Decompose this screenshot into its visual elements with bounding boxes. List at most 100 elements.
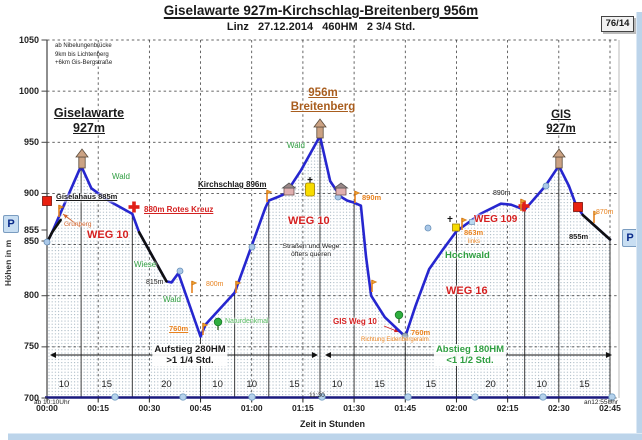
end-time-note: an12:55Uhr [584, 399, 618, 406]
chart-annotation: Richtung Eidenbergeralm [361, 337, 429, 343]
y-axis-label: 700 [23, 392, 39, 403]
chart-annotation: 956m Breitenberg [290, 87, 356, 113]
segment-minutes: 20 [485, 379, 496, 390]
chart-annotation: GIS Weg 10 [333, 317, 377, 326]
time-dot [539, 393, 547, 401]
x-axis-label: 01:45 [394, 403, 417, 413]
page-subtitle: Linz 27.12.2014 460HM 2 3/4 Std. [226, 21, 416, 33]
route-dot [401, 332, 409, 340]
arrowhead-icon [606, 352, 612, 358]
segment-minutes: 10 [58, 379, 70, 390]
x-axis-label: 02:15 [496, 403, 519, 413]
start-time-note: ab 10:10Uhr [34, 399, 70, 406]
red-cross-icon [128, 201, 140, 213]
flag-post-icon [461, 217, 468, 230]
chart-annotation: GIS 927m [546, 109, 576, 135]
chart-annotation: 890m [493, 190, 511, 197]
flag-post-icon [58, 204, 65, 217]
window-bottom-border [8, 433, 642, 440]
chart-annotation: links [468, 239, 481, 245]
chart-annotation: 800m [206, 281, 224, 288]
segment-minutes: 10 [331, 379, 343, 390]
x-axis-label: 00:15 [87, 403, 110, 413]
flag-post-icon [593, 210, 600, 223]
segment-minutes: 10 [246, 379, 257, 390]
y-axis-label: 850 [23, 235, 39, 246]
x-axis-label: 01:15 [292, 403, 314, 413]
x-axis-label: 00:00 [36, 403, 58, 413]
y-axis-label: 800 [23, 290, 39, 301]
chart-annotation: 760m [411, 328, 431, 337]
segment-minutes: 15 [374, 379, 385, 390]
time-dot [318, 393, 326, 401]
route-dot [248, 243, 256, 251]
chart-annotation: Giselawarte 927m [53, 106, 125, 135]
flag-post-icon [371, 279, 378, 292]
chart-annotation: 815m [146, 279, 164, 286]
route-access-note: ab Nibelungenbrücke 9km bis Lichtenberg … [55, 42, 112, 68]
arrowhead-icon [50, 352, 56, 358]
hut-square-icon [573, 202, 583, 212]
lookout-tower-icon [75, 148, 89, 169]
y-axis-label: 1050 [18, 34, 39, 45]
flag-post-icon [202, 322, 209, 335]
chart-annotation: WEG 16 [446, 285, 488, 297]
page-title: Giselawarte 927m-Kirchschlag-Breitenberg… [0, 3, 642, 18]
tree-icon [394, 310, 404, 323]
lookout-tower-icon [313, 118, 327, 139]
blue-square-icon [469, 219, 475, 225]
chapel-icon [305, 177, 315, 197]
chart-annotation: Hochwald [445, 250, 490, 261]
red-cross-icon [518, 200, 530, 212]
flag-post-icon [520, 198, 527, 211]
time-dot [111, 393, 119, 401]
x-axis-label: 02:00 [445, 403, 468, 413]
segment-minutes: 10 [536, 379, 548, 390]
chart-annotation: 890m [362, 193, 382, 202]
flag-post-icon [266, 189, 273, 202]
summit-time-note: 11:30 [309, 392, 325, 399]
flag-post-icon [191, 280, 198, 293]
page-title-text: Giselawarte 927m-Kirchschlag-Breitenberg… [163, 3, 479, 18]
arrowhead-icon [63, 214, 68, 219]
x-axis-label: 00:30 [138, 403, 161, 413]
y-axis-label: 855 [23, 224, 39, 235]
x-axis-label: 02:30 [547, 403, 570, 413]
chart-annotation: Wiese [134, 260, 157, 269]
segment-minutes: 15 [425, 379, 437, 390]
segment-minutes: 10 [212, 379, 223, 390]
chart-annotation: Grünberg [64, 221, 92, 228]
segment-minutes: 15 [579, 379, 590, 390]
y-axis-label: 950 [23, 136, 39, 147]
chart-annotation: 760m [169, 324, 189, 333]
elevation-profile-line-road [581, 213, 612, 241]
x-axis-label: 01:00 [240, 403, 263, 413]
x-axis-label: 02:45 [599, 403, 621, 413]
time-dot [179, 393, 187, 401]
wayside-shrine-icon [447, 216, 460, 232]
window-right-border [636, 12, 642, 440]
chart-annotation: WEG 10 [87, 229, 129, 241]
chart-annotation: Giselahaus 885m [56, 192, 118, 201]
y-axis-label: 1000 [18, 85, 39, 96]
note-line: +6km Gis-Bergstraße [55, 60, 113, 67]
chart-annotation: Straßen und Wege öfters queren [282, 243, 340, 259]
chart-annotation: WEG 109 [474, 214, 518, 225]
tree-icon [213, 317, 223, 330]
page-number-badge: 76/14 [601, 16, 634, 32]
chart-annotation: WEG 10 [288, 215, 330, 227]
time-dot [404, 393, 412, 401]
chart-annotation: Wald [163, 295, 181, 304]
time-dot [608, 393, 616, 401]
y-axis-title: Höhen in m [3, 239, 13, 287]
x-axis-title: Zeit in Stunden [300, 419, 365, 429]
segment-minutes: 15 [101, 379, 112, 390]
segment-minutes: 20 [161, 379, 172, 390]
flag-post-icon [354, 190, 361, 203]
y-axis-label: 750 [23, 341, 39, 352]
elevation-profile-line-road [137, 230, 168, 283]
route-dot [176, 267, 184, 275]
route-dot [424, 224, 432, 232]
